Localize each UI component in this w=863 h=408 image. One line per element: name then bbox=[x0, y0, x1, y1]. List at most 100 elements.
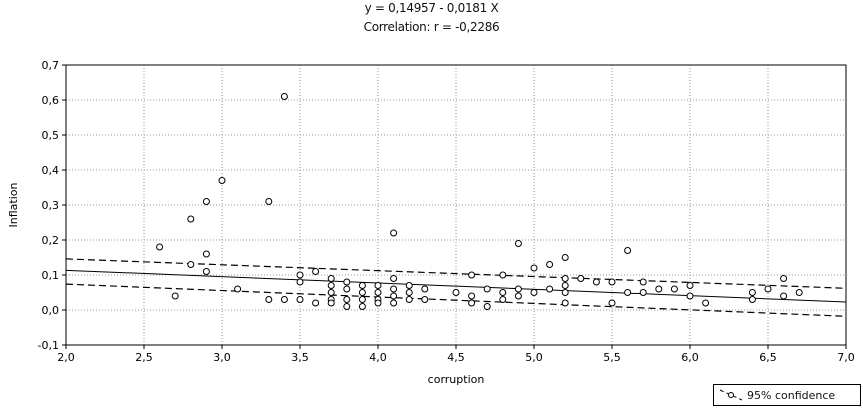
data-point bbox=[452, 289, 460, 296]
legend-swatch-icon bbox=[719, 389, 743, 401]
data-point bbox=[483, 285, 491, 293]
x-tick-label: 4,5 bbox=[447, 351, 465, 364]
data-point bbox=[312, 299, 320, 307]
data-point bbox=[405, 282, 413, 289]
data-point bbox=[780, 292, 788, 300]
y-tick-label: 0,1 bbox=[42, 269, 60, 282]
legend-label: 95% confidence bbox=[747, 389, 836, 402]
data-point bbox=[577, 275, 585, 282]
data-point bbox=[780, 275, 788, 282]
data-point bbox=[764, 285, 772, 293]
data-point bbox=[499, 289, 507, 296]
x-tick-label: 3,5 bbox=[291, 351, 309, 364]
data-point bbox=[234, 285, 242, 293]
x-tick-label: 2,5 bbox=[135, 351, 153, 364]
y-axis-ticks: -0,1 0,0 0,1 0,2 0,3 0,4 0,5 0,6 0,7 bbox=[38, 59, 66, 352]
data-point bbox=[171, 292, 179, 300]
data-point bbox=[405, 289, 413, 296]
data-point bbox=[327, 282, 335, 289]
data-point bbox=[530, 264, 538, 272]
confidence-bands bbox=[65, 258, 847, 317]
data-point bbox=[670, 285, 678, 293]
data-point bbox=[530, 289, 538, 296]
data-point bbox=[202, 268, 210, 275]
data-point bbox=[405, 296, 413, 303]
y-tick-label: 0,5 bbox=[42, 129, 60, 142]
data-point bbox=[624, 289, 632, 296]
data-point bbox=[343, 278, 351, 286]
data-point bbox=[156, 243, 164, 251]
data-point bbox=[358, 289, 366, 296]
x-tick-label: 6,5 bbox=[759, 351, 777, 364]
data-point bbox=[374, 282, 382, 289]
data-point bbox=[468, 271, 476, 279]
data-point bbox=[327, 299, 335, 307]
chart-subtitle: Correlation: r = -0,2286 bbox=[363, 20, 500, 34]
data-point bbox=[561, 299, 569, 307]
data-point bbox=[390, 275, 398, 282]
data-point bbox=[546, 285, 554, 293]
data-point bbox=[390, 292, 398, 300]
data-point bbox=[499, 271, 507, 279]
data-point bbox=[546, 261, 554, 268]
x-axis-label: corruption bbox=[428, 373, 485, 386]
data-point bbox=[202, 198, 210, 205]
confidence-upper bbox=[65, 258, 847, 289]
data-point bbox=[655, 285, 663, 293]
confidence-lower bbox=[65, 283, 847, 317]
data-point bbox=[327, 275, 335, 282]
x-tick-label: 5,5 bbox=[603, 351, 621, 364]
data-point bbox=[187, 261, 195, 268]
regression-line-group bbox=[65, 269, 847, 303]
data-point bbox=[483, 303, 491, 310]
y-tick-label: 0,7 bbox=[42, 59, 60, 72]
data-point bbox=[421, 296, 429, 303]
y-tick-label: 0,0 bbox=[42, 304, 60, 317]
data-point bbox=[686, 292, 694, 300]
legend: 95% confidence bbox=[713, 384, 861, 406]
data-point bbox=[499, 296, 507, 303]
data-point bbox=[624, 247, 632, 254]
data-point bbox=[327, 289, 335, 296]
data-point bbox=[795, 289, 803, 296]
y-tick-label: 0,2 bbox=[42, 234, 60, 247]
data-point bbox=[343, 296, 351, 303]
data-point bbox=[296, 278, 304, 286]
data-points bbox=[156, 93, 803, 310]
data-point bbox=[312, 268, 320, 275]
data-point bbox=[390, 285, 398, 293]
data-point bbox=[468, 292, 476, 300]
data-point bbox=[265, 198, 273, 205]
y-tick-label: -0,1 bbox=[38, 339, 59, 352]
data-point bbox=[218, 177, 226, 184]
y-tick-label: 0,4 bbox=[42, 164, 60, 177]
y-tick-label: 0,3 bbox=[42, 199, 60, 212]
data-point bbox=[358, 282, 366, 289]
x-tick-label: 5,0 bbox=[525, 351, 543, 364]
data-point bbox=[374, 299, 382, 307]
data-point bbox=[702, 299, 710, 307]
data-point bbox=[608, 278, 616, 286]
data-point bbox=[561, 254, 569, 261]
data-point bbox=[374, 289, 382, 296]
data-point bbox=[748, 296, 756, 303]
chart-title: y = 0,14957 - 0,0181 X bbox=[364, 1, 499, 15]
data-point bbox=[202, 250, 210, 258]
data-point bbox=[561, 275, 569, 282]
data-point bbox=[390, 229, 398, 237]
x-tick-label: 2,0 bbox=[57, 351, 75, 364]
data-point bbox=[421, 285, 429, 293]
data-point bbox=[514, 292, 522, 300]
y-axis-label: Inflation bbox=[7, 183, 20, 228]
y-tick-label: 0,6 bbox=[42, 94, 60, 107]
regression-line bbox=[65, 269, 847, 303]
data-point bbox=[686, 282, 694, 289]
data-point bbox=[390, 299, 398, 307]
x-axis-ticks: 2,0 2,5 3,0 3,5 4,0 4,5 5,0 5,5 6,0 6,5 7,0 bbox=[57, 345, 855, 364]
data-point bbox=[561, 289, 569, 296]
x-tick-label: 4,0 bbox=[369, 351, 387, 364]
data-point bbox=[343, 303, 351, 310]
x-tick-label: 3,0 bbox=[213, 351, 231, 364]
data-point bbox=[514, 240, 522, 247]
